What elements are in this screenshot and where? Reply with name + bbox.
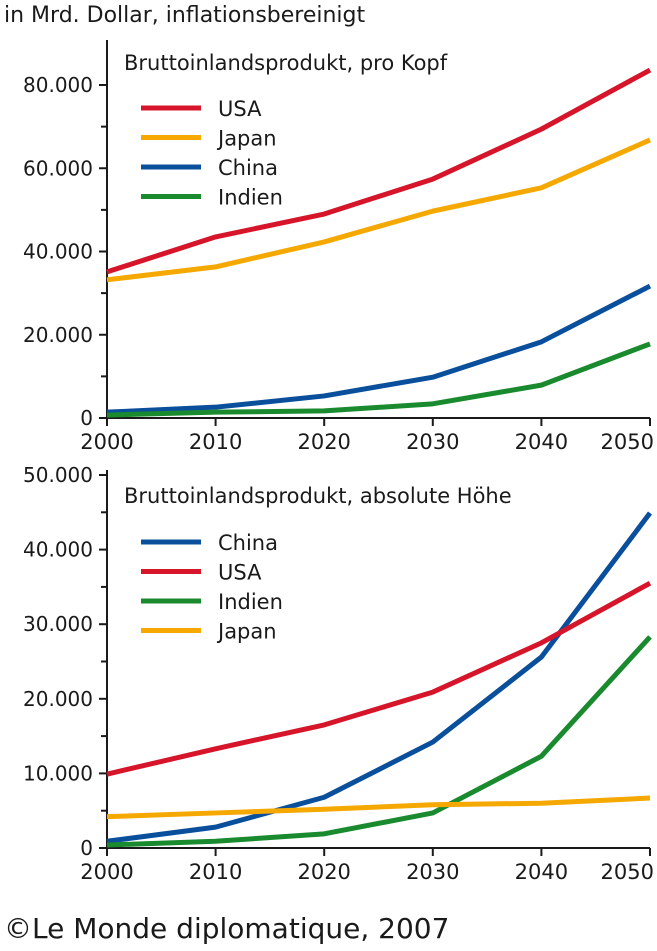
x-tick-label: 2000 [80,430,133,454]
x-tick-label: 2050 [601,860,654,884]
legend-label-japan: Japan [216,620,277,644]
series-line-china [106,511,652,844]
legend-label-japan: Japan [216,127,277,151]
y-tick-label: 0 [80,836,93,860]
x-tick-label: 2010 [189,860,242,884]
x-tick-label: 2020 [297,430,350,454]
y-tick-label: 40.000 [23,240,93,264]
x-tick-label: 2050 [601,430,654,454]
chart-title: Bruttoinlandsprodukt, absolute Höhe [124,484,512,508]
legend-label-usa: USA [218,561,262,585]
series-line-japan [106,137,652,283]
y-tick-label: 40.000 [23,538,93,562]
legend-label-china: China [218,156,278,180]
x-tick-label: 2010 [189,430,242,454]
legend-label-indien: Indien [218,590,283,614]
y-tick-label: 20.000 [23,687,93,711]
y-tick-label: 0 [80,406,93,430]
legend-label-indien: Indien [218,186,283,210]
series-line-china [106,283,652,415]
y-tick-label: 20.000 [23,323,93,347]
series-line-usa [106,580,652,777]
y-tick-label: 80.000 [23,73,93,97]
chart-panel-1: Bruttoinlandsprodukt, pro Kopf 0 20.000 40.… [23,40,654,454]
y-tick-label: 10.000 [23,761,93,785]
series-line-usa [106,67,652,275]
x-tick-label: 2030 [406,430,459,454]
y-tick-label: 30.000 [23,612,93,636]
legend-label-china: China [218,531,278,555]
x-tick-label: 2020 [297,860,350,884]
series-line-indien [106,635,652,848]
y-tick-label: 50.000 [23,463,93,487]
legend-label-usa: USA [218,97,262,121]
x-tick-label: 2040 [515,860,568,884]
series-line-japan [106,795,651,820]
unit-note: in Mrd. Dollar, inflationsbereinigt [4,3,366,28]
chart-panel-2: Bruttoinlandsprodukt, absolute Höhe 0 10.0… [23,463,654,884]
x-tick-label: 2040 [515,430,568,454]
chart-title: Bruttoinlandsprodukt, pro Kopf [124,51,448,75]
x-tick-label: 2000 [80,860,133,884]
series-line-indien [106,341,651,418]
credit: ©Le Monde diplomatique, 2007 [4,912,449,945]
y-tick-label: 60.000 [23,156,93,180]
x-tick-label: 2030 [406,860,459,884]
